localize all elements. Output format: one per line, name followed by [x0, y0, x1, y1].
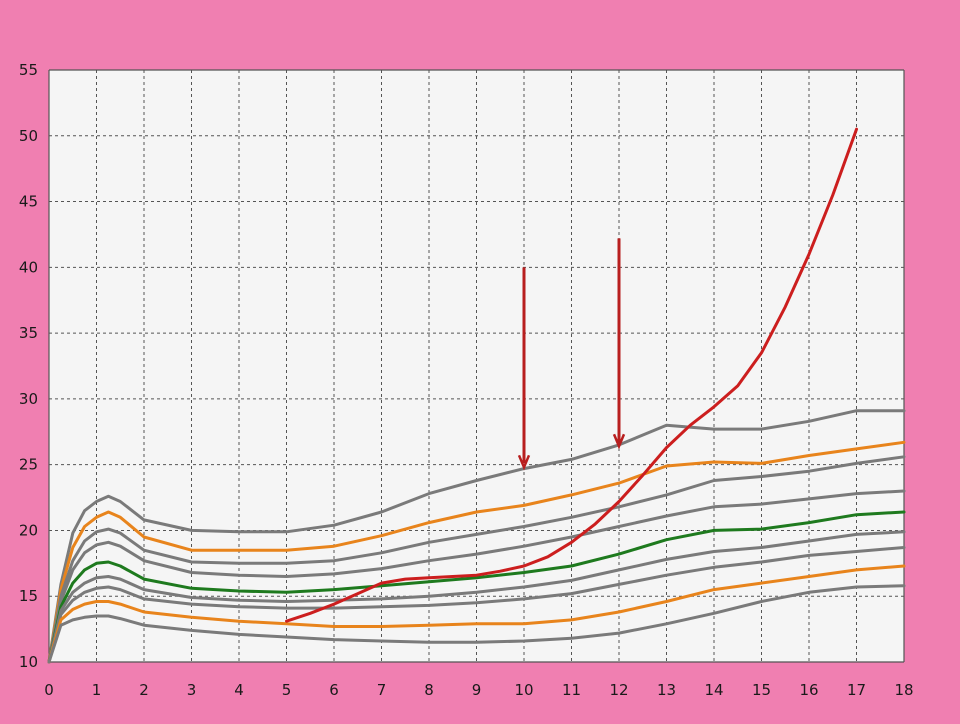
x-tick-label: 12: [609, 681, 628, 699]
x-tick-label: 9: [472, 681, 482, 699]
x-tick-label: 15: [752, 681, 771, 699]
percentile-series-line-9: [47, 584, 906, 664]
y-tick-label: 45: [19, 193, 38, 211]
x-tick-label: 3: [187, 681, 197, 699]
y-tick-label: 25: [19, 456, 38, 474]
x-tick-label: 11: [562, 681, 581, 699]
y-tick-label: 10: [19, 653, 38, 671]
percentile-series-line-3: [47, 455, 906, 664]
percentile-series-line-8: [47, 564, 906, 664]
x-tick-label: 5: [282, 681, 292, 699]
annotation-arrow-2: [612, 238, 626, 450]
x-tick-label: 13: [657, 681, 676, 699]
series-lines: [47, 127, 906, 664]
y-tick-label: 35: [19, 324, 38, 342]
x-tick-label: 0: [44, 681, 54, 699]
y-tick-label: 50: [19, 127, 38, 145]
x-tick-label: 1: [92, 681, 102, 699]
y-tick-label: 40: [19, 258, 38, 276]
x-tick-label: 18: [894, 681, 913, 699]
x-tick-label: 17: [847, 681, 866, 699]
annotation-arrow-1: [517, 267, 531, 471]
percentile-series-line-6: [47, 530, 906, 664]
annotation-arrows: [517, 238, 626, 471]
y-tick-label: 15: [19, 587, 38, 605]
percentile-series-line-5: [47, 510, 906, 664]
patient-series-line: [285, 127, 858, 623]
y-tick-label: 30: [19, 390, 38, 408]
tick-labels: 0 1 2 3 4 5 6 7 8 9 10 11 12 13 14 15 16 17 18101520253035…: [19, 61, 914, 699]
percentile-series-line-7: [47, 546, 906, 664]
x-tick-label: 4: [234, 681, 244, 699]
x-tick-label: 16: [799, 681, 818, 699]
arrow-head-icon: [517, 454, 531, 471]
x-tick-label: 2: [139, 681, 149, 699]
x-tick-label: 7: [377, 681, 387, 699]
x-tick-label: 6: [329, 681, 339, 699]
x-tick-label: 8: [424, 681, 434, 699]
x-tick-label: 10: [514, 681, 533, 699]
y-tick-label: 55: [19, 61, 38, 79]
arrow-head-icon: [612, 433, 626, 450]
percentile-series-line-1: [47, 409, 906, 664]
percentile-series-line-2: [47, 440, 906, 664]
percentile-series-line-4: [47, 489, 906, 664]
y-tick-label: 20: [19, 521, 38, 539]
x-tick-label: 14: [704, 681, 723, 699]
